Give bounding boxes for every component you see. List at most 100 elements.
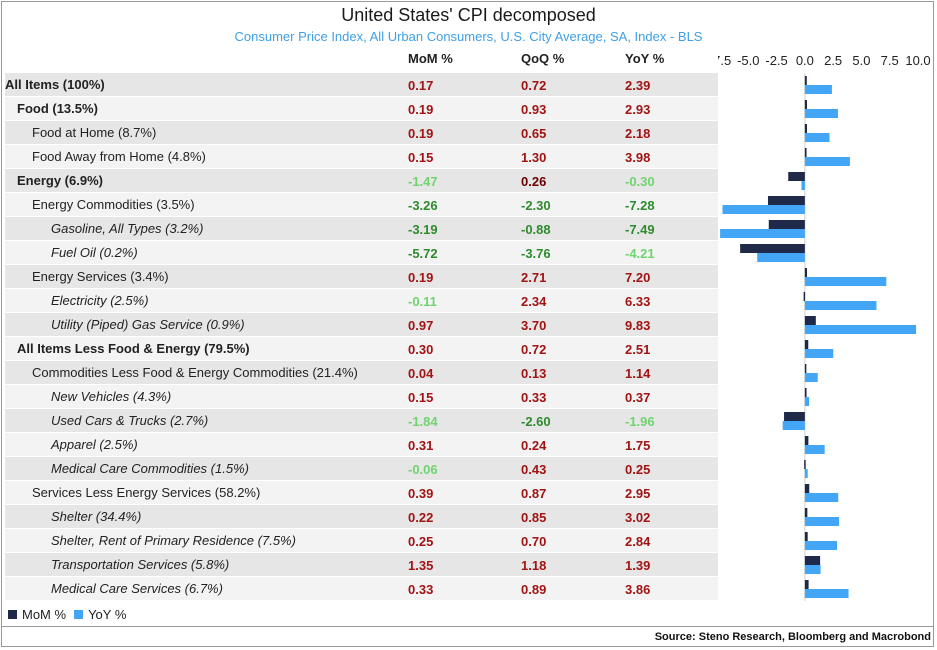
row-label: Food Away from Home (4.8%) [32,149,206,164]
row-mom-value: 0.19 [408,270,434,285]
page-title: United States' CPI decomposed [341,5,596,25]
yoy-bar [804,133,830,142]
table-row: Energy Services (3.4%) 0.19 2.71 7.20 [5,265,718,289]
row-yoy-value: 1.39 [625,558,651,573]
row-label: Gasoline, All Types (3.2%) [51,221,204,236]
legend-item-mom: MoM % [8,607,66,622]
table-row: All Items (100%) 0.17 0.72 2.39 [5,73,718,97]
table-row: Food (13.5%) 0.19 0.93 2.93 [5,97,718,121]
header-qoq: QoQ % [521,51,565,66]
table-row: Shelter (34.4%) 0.22 0.85 3.02 [5,505,718,529]
row-yoy-value: 2.39 [625,78,651,93]
row-label: Apparel (2.5%) [51,437,138,452]
row-yoy-value: -0.30 [625,174,655,189]
legend-swatch-mom [8,610,17,619]
yoy-bar [804,493,839,502]
row-label: All Items (100%) [5,77,105,92]
row-mom-value: 0.22 [408,510,434,525]
row-label: Energy Commodities (3.5%) [32,197,195,212]
row-qoq-value: 0.24 [521,438,547,453]
row-mom-value: -3.26 [408,198,438,213]
row-label: Food (13.5%) [17,101,98,116]
yoy-bar [804,541,837,550]
row-yoy-value: 2.51 [625,342,651,357]
row-qoq-value: 1.30 [521,150,547,165]
row-label: Utility (Piped) Gas Service (0.9%) [51,317,245,332]
yoy-bar [804,277,887,286]
row-qoq-value: -2.60 [521,414,551,429]
mom-bar [804,316,816,325]
row-yoy-value: 3.02 [625,510,651,525]
yoy-bar [804,589,849,598]
row-label: Electricity (2.5%) [51,293,149,308]
row-mom-value: -1.84 [408,414,438,429]
row-qoq-value: 2.34 [521,294,547,309]
row-qoq-value: 2.71 [521,270,547,285]
table-row: Electricity (2.5%) -0.11 2.34 6.33 [5,289,718,313]
row-yoy-value: 2.95 [625,486,651,501]
row-yoy-value: -4.21 [625,246,655,261]
row-yoy-value: 7.20 [625,270,651,285]
row-mom-value: -1.47 [408,174,438,189]
yoy-bar [804,373,818,382]
legend-swatch-yoy [74,610,84,619]
row-yoy-value: 1.75 [625,438,651,453]
row-label: Energy (6.9%) [17,173,103,188]
yoy-bar [804,565,821,574]
mom-bar [804,124,808,133]
row-qoq-value: -3.76 [521,246,551,261]
row-qoq-value: -0.88 [521,222,551,237]
yoy-bar [782,421,805,430]
mom-bar [804,76,807,85]
legend-label-mom: MoM % [22,607,67,622]
x-tick-label: -5.0 [737,53,759,68]
mom-bar [767,196,805,205]
table-row: New Vehicles (4.3%) 0.15 0.33 0.37 [5,385,718,409]
row-qoq-value: 0.85 [521,510,547,525]
row-qoq-value: 0.72 [521,78,547,93]
yoy-bar [804,85,832,94]
row-yoy-value: 3.98 [625,150,651,165]
row-mom-value: 0.25 [408,534,434,549]
x-tick-label: 10.0 [905,53,930,68]
legend: MoM % YoY % [8,607,126,622]
mom-bar [768,220,805,229]
row-qoq-value: 0.89 [521,582,547,597]
mom-bar [804,580,809,589]
x-tick-label: 7.5 [881,53,899,68]
row-mom-value: -3.19 [408,222,438,237]
mom-bar [804,508,808,517]
mom-bar [804,340,809,349]
row-mom-value: -0.11 [408,294,437,309]
row-qoq-value: 1.18 [521,558,547,573]
row-qoq-value: 0.87 [521,486,547,501]
legend-item-yoy: YoY % [74,607,126,622]
row-qoq-value: 0.72 [521,342,547,357]
row-label: Used Cars & Trucks (2.7%) [51,413,209,428]
row-mom-value: 0.30 [408,342,434,357]
row-mom-value: -5.72 [408,246,438,261]
yoy-bar [757,253,805,262]
mom-bar [803,292,806,301]
row-yoy-value: -7.28 [625,198,655,213]
table-row: Medical Care Commodities (1.5%) -0.06 0.43… [5,457,718,481]
table-row: Shelter, Rent of Primary Residence (7.5%… [5,529,718,553]
mom-bar [804,484,810,493]
row-qoq-value: 0.93 [521,102,547,117]
yoy-bar [804,157,850,166]
row-mom-value: 0.19 [408,126,434,141]
row-qoq-value: -2.30 [521,198,551,213]
table-row: Fuel Oil (0.2%) -5.72 -3.76 -4.21 [5,241,718,265]
row-yoy-value: -1.96 [625,414,655,429]
row-qoq-value: 0.26 [521,174,547,189]
yoy-bar [722,205,805,214]
page-subtitle: Consumer Price Index, All Urban Consumer… [234,29,703,44]
row-yoy-value: 3.86 [625,582,651,597]
row-mom-value: 0.15 [408,390,434,405]
x-tick-label: 2.5 [824,53,842,68]
row-label: Medical Care Commodities (1.5%) [51,461,249,476]
row-label: Transportation Services (5.8%) [51,557,230,572]
row-label: Fuel Oil (0.2%) [51,245,138,260]
x-tick-label: 0.0 [796,53,814,68]
